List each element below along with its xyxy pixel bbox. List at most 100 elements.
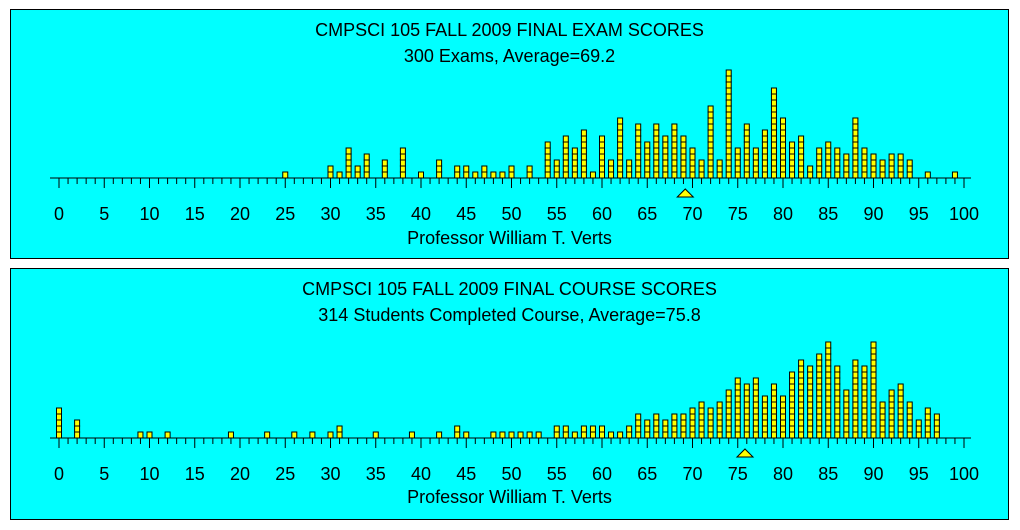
course-bar	[562, 425, 569, 439]
exam-bar-cell	[580, 147, 587, 155]
exam-bar-cell	[761, 159, 768, 167]
course-bar-cell	[608, 431, 615, 439]
course-bar-cell	[734, 431, 741, 439]
exam-bar-cell	[644, 153, 651, 161]
exam-bar-cell	[644, 141, 651, 149]
exam-bar	[617, 117, 624, 179]
exam-bar-cell	[825, 141, 832, 149]
exam-bar-cell	[662, 165, 669, 173]
course-bar	[617, 431, 624, 439]
exam-bar	[436, 159, 443, 179]
course-bar	[74, 419, 81, 439]
course-bar-cell	[716, 407, 723, 415]
course-bar-cell	[834, 431, 841, 439]
course-average-marker	[735, 448, 755, 458]
exam-bar-cell	[662, 159, 669, 167]
exam-bar-cell	[906, 171, 913, 179]
course-bar-cell	[580, 425, 587, 433]
exam-bar-cell	[780, 153, 786, 161]
course-tick-label: 20	[230, 464, 250, 484]
course-bar-cell	[906, 431, 913, 439]
course-bar	[843, 389, 850, 439]
course-bar-cell	[807, 425, 814, 433]
exam-bar	[363, 153, 370, 179]
exam-bar-cell	[707, 159, 714, 167]
exam-bar-cell	[662, 147, 669, 155]
course-tick-label: 50	[501, 464, 521, 484]
course-bar-cell	[933, 413, 940, 421]
course-bar-cell	[589, 431, 596, 439]
exam-bar	[825, 141, 832, 179]
exam-bar-cell	[363, 171, 370, 179]
exam-bar	[716, 159, 723, 179]
exam-bar	[336, 171, 343, 179]
course-bar-cell	[807, 383, 814, 391]
exam-bar-cell	[780, 147, 786, 155]
exam-bar-cell	[671, 129, 678, 137]
exam-bar	[571, 147, 578, 179]
exam-bar-cell	[562, 135, 569, 143]
exam-bar-cell	[888, 165, 895, 173]
exam-bar-cell	[499, 171, 506, 179]
exam-bar	[761, 129, 768, 179]
exam-bar-cell	[463, 171, 470, 179]
exam-bar-cell	[689, 153, 696, 161]
course-bar-cell	[336, 425, 343, 433]
exam-bar	[807, 165, 814, 179]
exam-bar-cell	[490, 171, 497, 179]
course-bar-cell	[816, 401, 823, 409]
exam-tick-label: 25	[275, 204, 295, 224]
exam-bar	[282, 171, 289, 179]
exam-bar-cell	[336, 171, 343, 179]
course-bar-cell	[888, 401, 895, 409]
course-bar-cell	[725, 419, 732, 427]
course-bar-cell	[752, 425, 759, 433]
exam-bar-cell	[888, 171, 895, 179]
exam-bar	[861, 147, 868, 179]
course-bar-cell	[897, 401, 904, 409]
course-bar-cell	[517, 431, 524, 439]
course-bar-cell	[56, 431, 62, 439]
course-bar	[761, 395, 768, 439]
exam-bar-cell	[725, 105, 732, 113]
exam-bar-cell	[807, 165, 814, 173]
course-bar-cell	[897, 407, 904, 415]
exam-bar	[870, 153, 877, 179]
course-tick-label: 100	[949, 464, 979, 484]
course-bar-cell	[870, 431, 877, 439]
exam-scores-panel: 0 5 10 15 20 25 30 35 40 45 50 55 60 65 70 75 80 85 90 95 10…	[10, 9, 1009, 259]
course-bar-cell	[571, 431, 578, 439]
course-bar-cell	[535, 431, 542, 439]
course-bar-cell	[852, 395, 859, 403]
course-bar-cell	[807, 401, 814, 409]
course-bar-cell	[454, 425, 461, 433]
course-tick-label: 55	[547, 464, 567, 484]
course-bar	[644, 419, 651, 439]
course-bar-cell	[807, 395, 814, 403]
course-bar-cell	[897, 389, 904, 397]
exam-bar	[816, 147, 823, 179]
course-bar-cell	[789, 377, 796, 385]
course-bar-cell	[807, 371, 814, 379]
course-bar-cell	[662, 419, 669, 427]
course-bar	[517, 431, 524, 439]
exam-bar-cell	[671, 159, 678, 167]
exam-bar-cell	[852, 117, 859, 125]
course-bar-cell	[770, 425, 777, 433]
exam-bar-cell	[399, 147, 406, 155]
course-bar-cell	[553, 425, 560, 433]
course-bar-cell	[725, 407, 732, 415]
exam-bar-cell	[870, 153, 877, 161]
course-tick-label: 10	[139, 464, 159, 484]
course-bar-cell	[789, 383, 796, 391]
course-bar-cell	[834, 419, 841, 427]
course-bar-cell	[780, 425, 786, 433]
exam-bar-cell	[816, 165, 823, 173]
course-bar-cell	[743, 431, 750, 439]
course-bar-cell	[725, 431, 732, 439]
exam-bar-cell	[743, 123, 750, 131]
exam-bar	[599, 135, 605, 179]
course-tick-label: 45	[456, 464, 476, 484]
exam-bar-cell	[653, 165, 660, 173]
course-bar-cell	[924, 419, 931, 427]
